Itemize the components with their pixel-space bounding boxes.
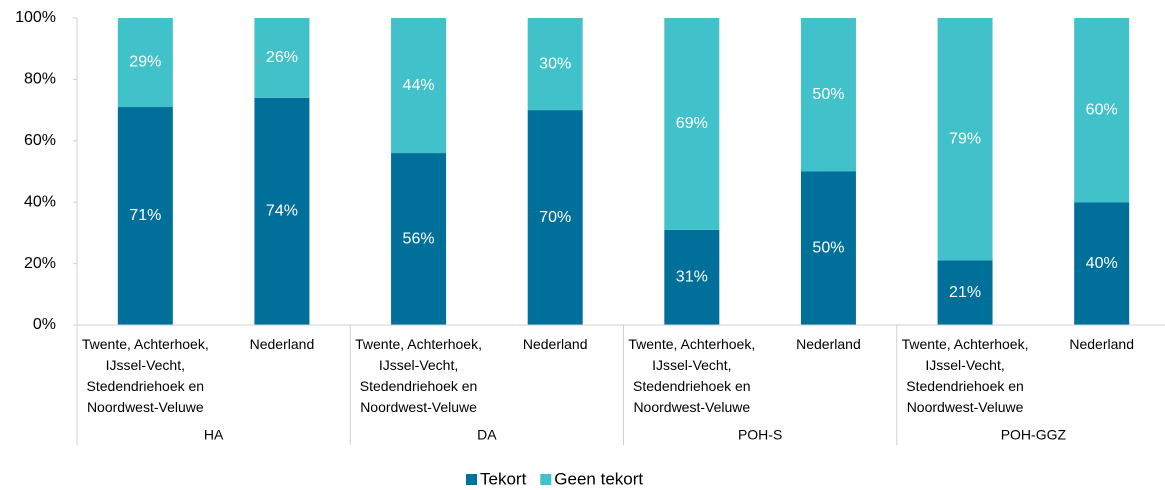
- x-tick-label: Nederland: [796, 336, 861, 352]
- legend-label: Geen tekort: [554, 469, 643, 488]
- bar-segment: [664, 229, 720, 325]
- data-label: 29%: [129, 54, 161, 71]
- x-tick-label: Twente, Achterhoek, IJssel-Vecht, Steden…: [355, 336, 482, 415]
- bar-segment: [391, 153, 447, 325]
- bar-segment: [937, 260, 993, 325]
- bar-segment: [1074, 202, 1130, 325]
- data-label: 56%: [403, 230, 435, 247]
- data-label: 50%: [812, 239, 844, 256]
- legend-swatch: [540, 474, 552, 485]
- bar-segment: [117, 18, 173, 108]
- y-tick-label: 0%: [33, 316, 56, 333]
- legend-label: Tekort: [480, 469, 527, 488]
- data-label: 79%: [949, 130, 981, 147]
- data-label: 70%: [539, 209, 571, 226]
- group-label: HA: [204, 427, 224, 443]
- bar-segment: [527, 18, 583, 111]
- bar-segment: [800, 18, 856, 172]
- x-tick-label: Nederland: [1069, 336, 1134, 352]
- y-tick-label: 60%: [24, 132, 56, 149]
- x-tick-label: Twente, Achterhoek, IJssel-Vecht, Steden…: [901, 336, 1029, 415]
- y-tick-label: 40%: [24, 193, 56, 210]
- group-label: POH-GGZ: [1001, 427, 1067, 443]
- bar-segment: [664, 18, 720, 230]
- group-label: DA: [477, 427, 497, 443]
- legend-swatch: [466, 474, 477, 485]
- y-tick-label: 80%: [24, 71, 56, 88]
- y-tick-label: 100%: [15, 9, 56, 26]
- bar-segment: [1074, 18, 1130, 203]
- data-label: 26%: [266, 49, 298, 66]
- bar-segment: [254, 18, 310, 98]
- data-label: 31%: [676, 269, 708, 286]
- data-label: 50%: [812, 86, 844, 103]
- x-tick-label: Twente, Achterhoek, IJssel-Vecht, Steden…: [628, 336, 756, 415]
- data-label: 30%: [539, 55, 571, 72]
- data-label: 44%: [403, 77, 435, 94]
- data-label: 71%: [129, 207, 161, 224]
- data-label: 74%: [266, 203, 298, 220]
- x-tick-label: Twente, Achterhoek, IJssel-Vecht, Steden…: [81, 336, 209, 415]
- bar-segment: [937, 18, 993, 261]
- x-tick-label: Nederland: [249, 336, 315, 352]
- bar-segment: [527, 110, 583, 325]
- group-label: POH-S: [738, 427, 782, 443]
- bar-segment: [800, 171, 856, 325]
- bar-segment: [391, 18, 447, 154]
- bar-segment: [117, 107, 173, 325]
- data-label: 60%: [1086, 101, 1118, 118]
- data-label: 40%: [1086, 255, 1118, 272]
- bar-segment: [254, 97, 310, 325]
- data-label: 21%: [949, 284, 981, 301]
- y-tick-label: 20%: [24, 255, 56, 272]
- data-label: 69%: [676, 115, 708, 132]
- x-tick-label: Nederland: [522, 336, 588, 352]
